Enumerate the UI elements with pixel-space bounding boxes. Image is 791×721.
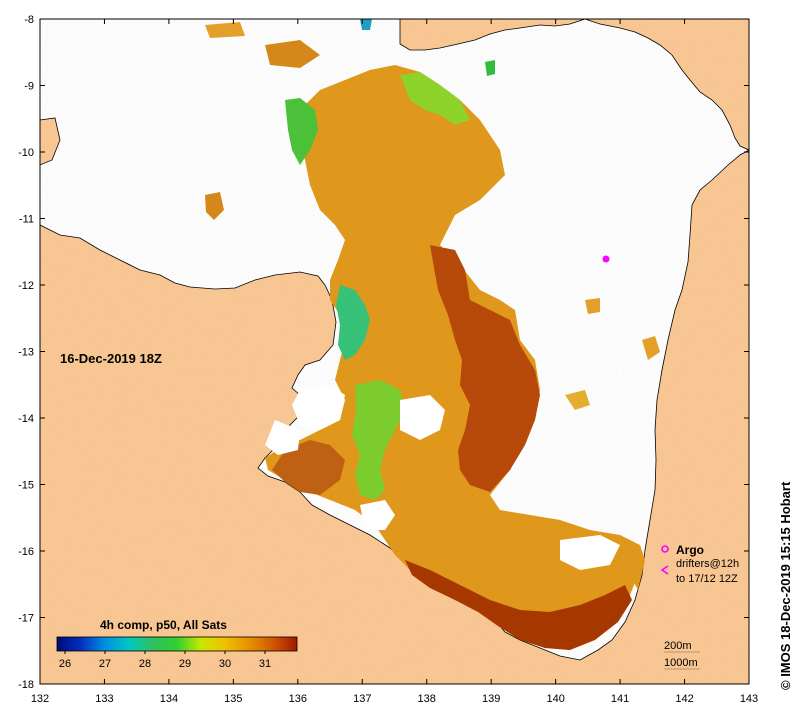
- colorbar-tick-label: 31: [259, 658, 271, 670]
- colorbar-tick-label: 28: [139, 658, 151, 670]
- colorbar-gradient: [56, 636, 298, 652]
- argo-legend-icon: [661, 545, 669, 553]
- no-data-hole-west: [265, 420, 300, 455]
- credit-label: © IMOS 18-Dec-2019 15:15 Hobart: [778, 481, 791, 690]
- lon-tick-label: 132: [31, 693, 49, 705]
- sst-texture: [40, 19, 749, 684]
- no-data-hole-lower: [360, 500, 395, 530]
- colorbar-title: 4h comp, p50, All Sats: [100, 618, 227, 632]
- lon-tick-label: 133: [95, 693, 113, 705]
- colorbar: 26 27 28 29 30 31: [56, 636, 298, 670]
- map-date-label: 16-Dec-2019 18Z: [60, 351, 162, 366]
- lon-tick-label: 142: [675, 693, 693, 705]
- no-data-hole-central: [292, 385, 345, 430]
- latitude-axis: -8 -9 -10 -11 -12 -13 -14 -15 -16 -17 -18: [18, 14, 749, 691]
- lat-tick-label: -9: [24, 81, 34, 93]
- lon-tick-label: 138: [418, 693, 436, 705]
- lat-tick-label: -18: [18, 679, 34, 691]
- sst-data-layer: [40, 19, 749, 684]
- plot-content: [40, 19, 749, 684]
- lon-tick-label: 140: [546, 693, 564, 705]
- lat-tick-label: -15: [18, 480, 34, 492]
- lat-tick-label: -10: [18, 147, 34, 159]
- no-data-holes: [265, 385, 620, 570]
- colorbar-tick-label: 29: [179, 658, 191, 670]
- colorbar-tick-label: 26: [59, 658, 71, 670]
- legend-drifters-time-label: to 17/12 12Z: [676, 573, 738, 585]
- legend-argo-label: Argo: [676, 543, 704, 557]
- legend-symbols: [660, 545, 700, 670]
- colorbar-tick-label: 30: [219, 658, 231, 670]
- lon-tick-label: 139: [482, 693, 500, 705]
- colorbar-ticks: 26 27 28 29 30 31: [59, 651, 271, 670]
- longitude-axis: 132 133 134 135 136 137 138 139 140 141 142 143: [31, 19, 758, 705]
- scale-label-200m: 200m: [664, 640, 692, 652]
- lon-tick-label: 143: [740, 693, 758, 705]
- lon-tick-label: 136: [289, 693, 307, 705]
- lat-tick-label: -14: [18, 413, 34, 425]
- scale-label-1000m: 1000m: [664, 657, 698, 669]
- lat-tick-label: -8: [24, 14, 34, 26]
- lat-tick-label: -12: [18, 280, 34, 292]
- lat-tick-label: -11: [19, 214, 34, 226]
- lon-tick-label: 137: [353, 693, 371, 705]
- no-data-hole-south: [560, 535, 620, 570]
- argo-float-marker: [602, 255, 610, 263]
- lat-tick-label: -17: [18, 613, 34, 625]
- lat-tick-label: -16: [18, 546, 34, 558]
- legend-drifters-label: drifters@12h: [676, 558, 740, 570]
- lon-tick-label: 135: [224, 693, 242, 705]
- lat-tick-label: -13: [18, 347, 34, 359]
- colorbar-tick-label: 27: [99, 658, 111, 670]
- drifter-arrow-icon: [660, 565, 669, 575]
- lon-tick-label: 134: [160, 693, 178, 705]
- no-data-hole-middle: [400, 395, 445, 440]
- lon-tick-label: 141: [611, 693, 629, 705]
